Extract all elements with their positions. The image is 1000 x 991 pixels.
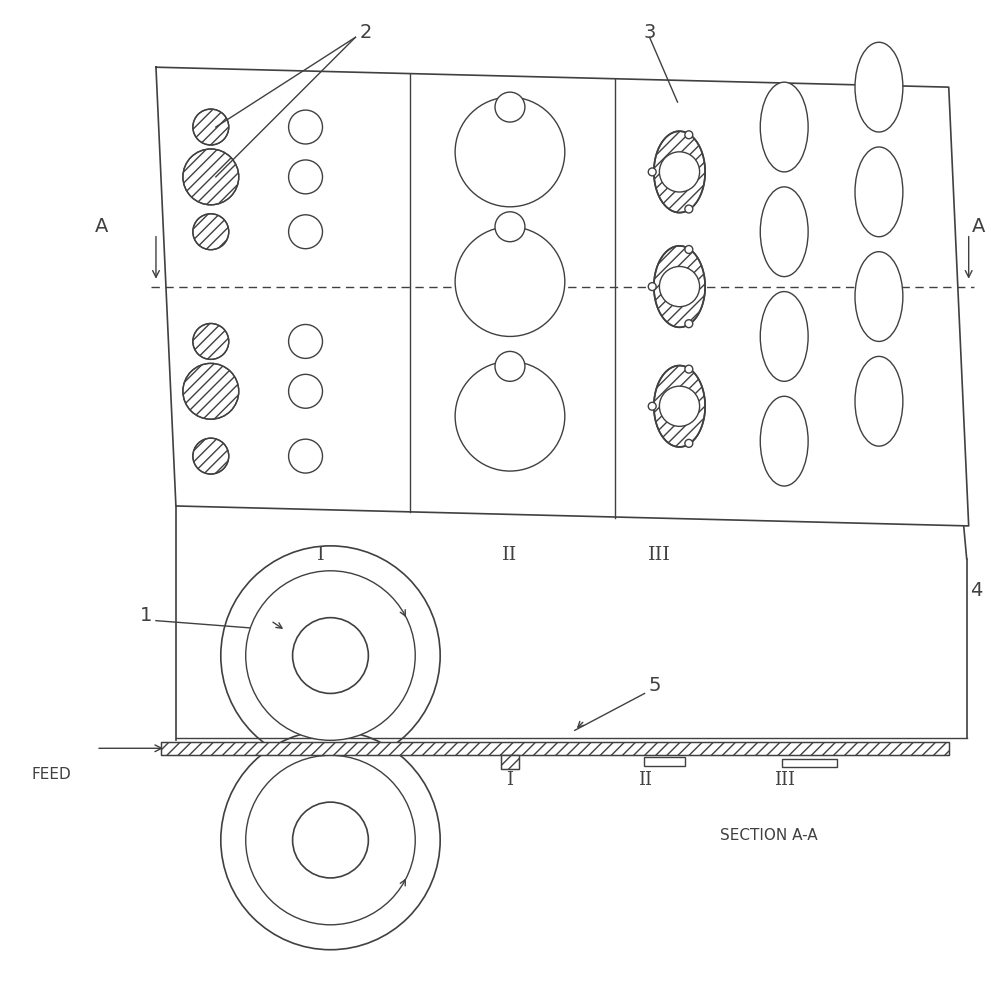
Bar <box>501 755 519 769</box>
Circle shape <box>183 364 239 419</box>
Circle shape <box>495 352 525 382</box>
Circle shape <box>246 755 415 925</box>
Circle shape <box>685 205 693 213</box>
Text: 4: 4 <box>970 582 983 601</box>
Circle shape <box>659 386 700 426</box>
Circle shape <box>455 362 565 471</box>
Circle shape <box>648 167 656 175</box>
Ellipse shape <box>855 252 903 342</box>
Circle shape <box>193 438 229 474</box>
Text: 5: 5 <box>648 676 661 695</box>
Circle shape <box>455 97 565 207</box>
Circle shape <box>495 92 525 122</box>
Circle shape <box>193 323 229 360</box>
Circle shape <box>648 282 656 290</box>
Circle shape <box>685 439 693 447</box>
Text: I: I <box>506 771 513 789</box>
Text: I: I <box>317 546 324 564</box>
Text: II: II <box>502 546 518 564</box>
Polygon shape <box>654 131 705 213</box>
Bar <box>782 759 837 767</box>
Circle shape <box>659 152 700 192</box>
Circle shape <box>289 160 322 194</box>
Circle shape <box>183 149 239 205</box>
Ellipse shape <box>760 82 808 171</box>
Text: FEED: FEED <box>31 767 71 782</box>
Circle shape <box>648 402 656 410</box>
Circle shape <box>495 212 525 242</box>
Ellipse shape <box>855 357 903 446</box>
Circle shape <box>685 366 693 373</box>
Text: 1: 1 <box>140 606 152 625</box>
Circle shape <box>221 730 440 949</box>
Text: III: III <box>648 546 671 564</box>
Text: SECTION A-A: SECTION A-A <box>720 827 818 842</box>
Circle shape <box>289 110 322 144</box>
Text: A: A <box>94 217 108 236</box>
Circle shape <box>685 131 693 139</box>
Ellipse shape <box>855 147 903 237</box>
Circle shape <box>293 802 368 878</box>
Circle shape <box>193 214 229 250</box>
Ellipse shape <box>855 43 903 132</box>
Circle shape <box>289 439 322 473</box>
Circle shape <box>289 375 322 408</box>
Polygon shape <box>654 246 705 327</box>
Text: III: III <box>774 771 795 789</box>
Bar <box>644 757 685 766</box>
Text: 3: 3 <box>643 23 656 42</box>
Polygon shape <box>654 366 705 447</box>
Circle shape <box>659 267 700 306</box>
Circle shape <box>221 546 440 765</box>
Circle shape <box>293 617 368 694</box>
Text: II: II <box>638 771 652 789</box>
Bar <box>501 755 519 769</box>
Circle shape <box>289 215 322 249</box>
Polygon shape <box>161 742 949 755</box>
Text: A: A <box>972 217 985 236</box>
Circle shape <box>193 109 229 145</box>
Ellipse shape <box>760 187 808 276</box>
Circle shape <box>289 324 322 359</box>
Text: 2: 2 <box>359 23 372 42</box>
Circle shape <box>685 320 693 328</box>
Ellipse shape <box>760 396 808 486</box>
Circle shape <box>246 571 415 740</box>
Circle shape <box>685 246 693 254</box>
Circle shape <box>455 227 565 337</box>
Ellipse shape <box>760 291 808 382</box>
